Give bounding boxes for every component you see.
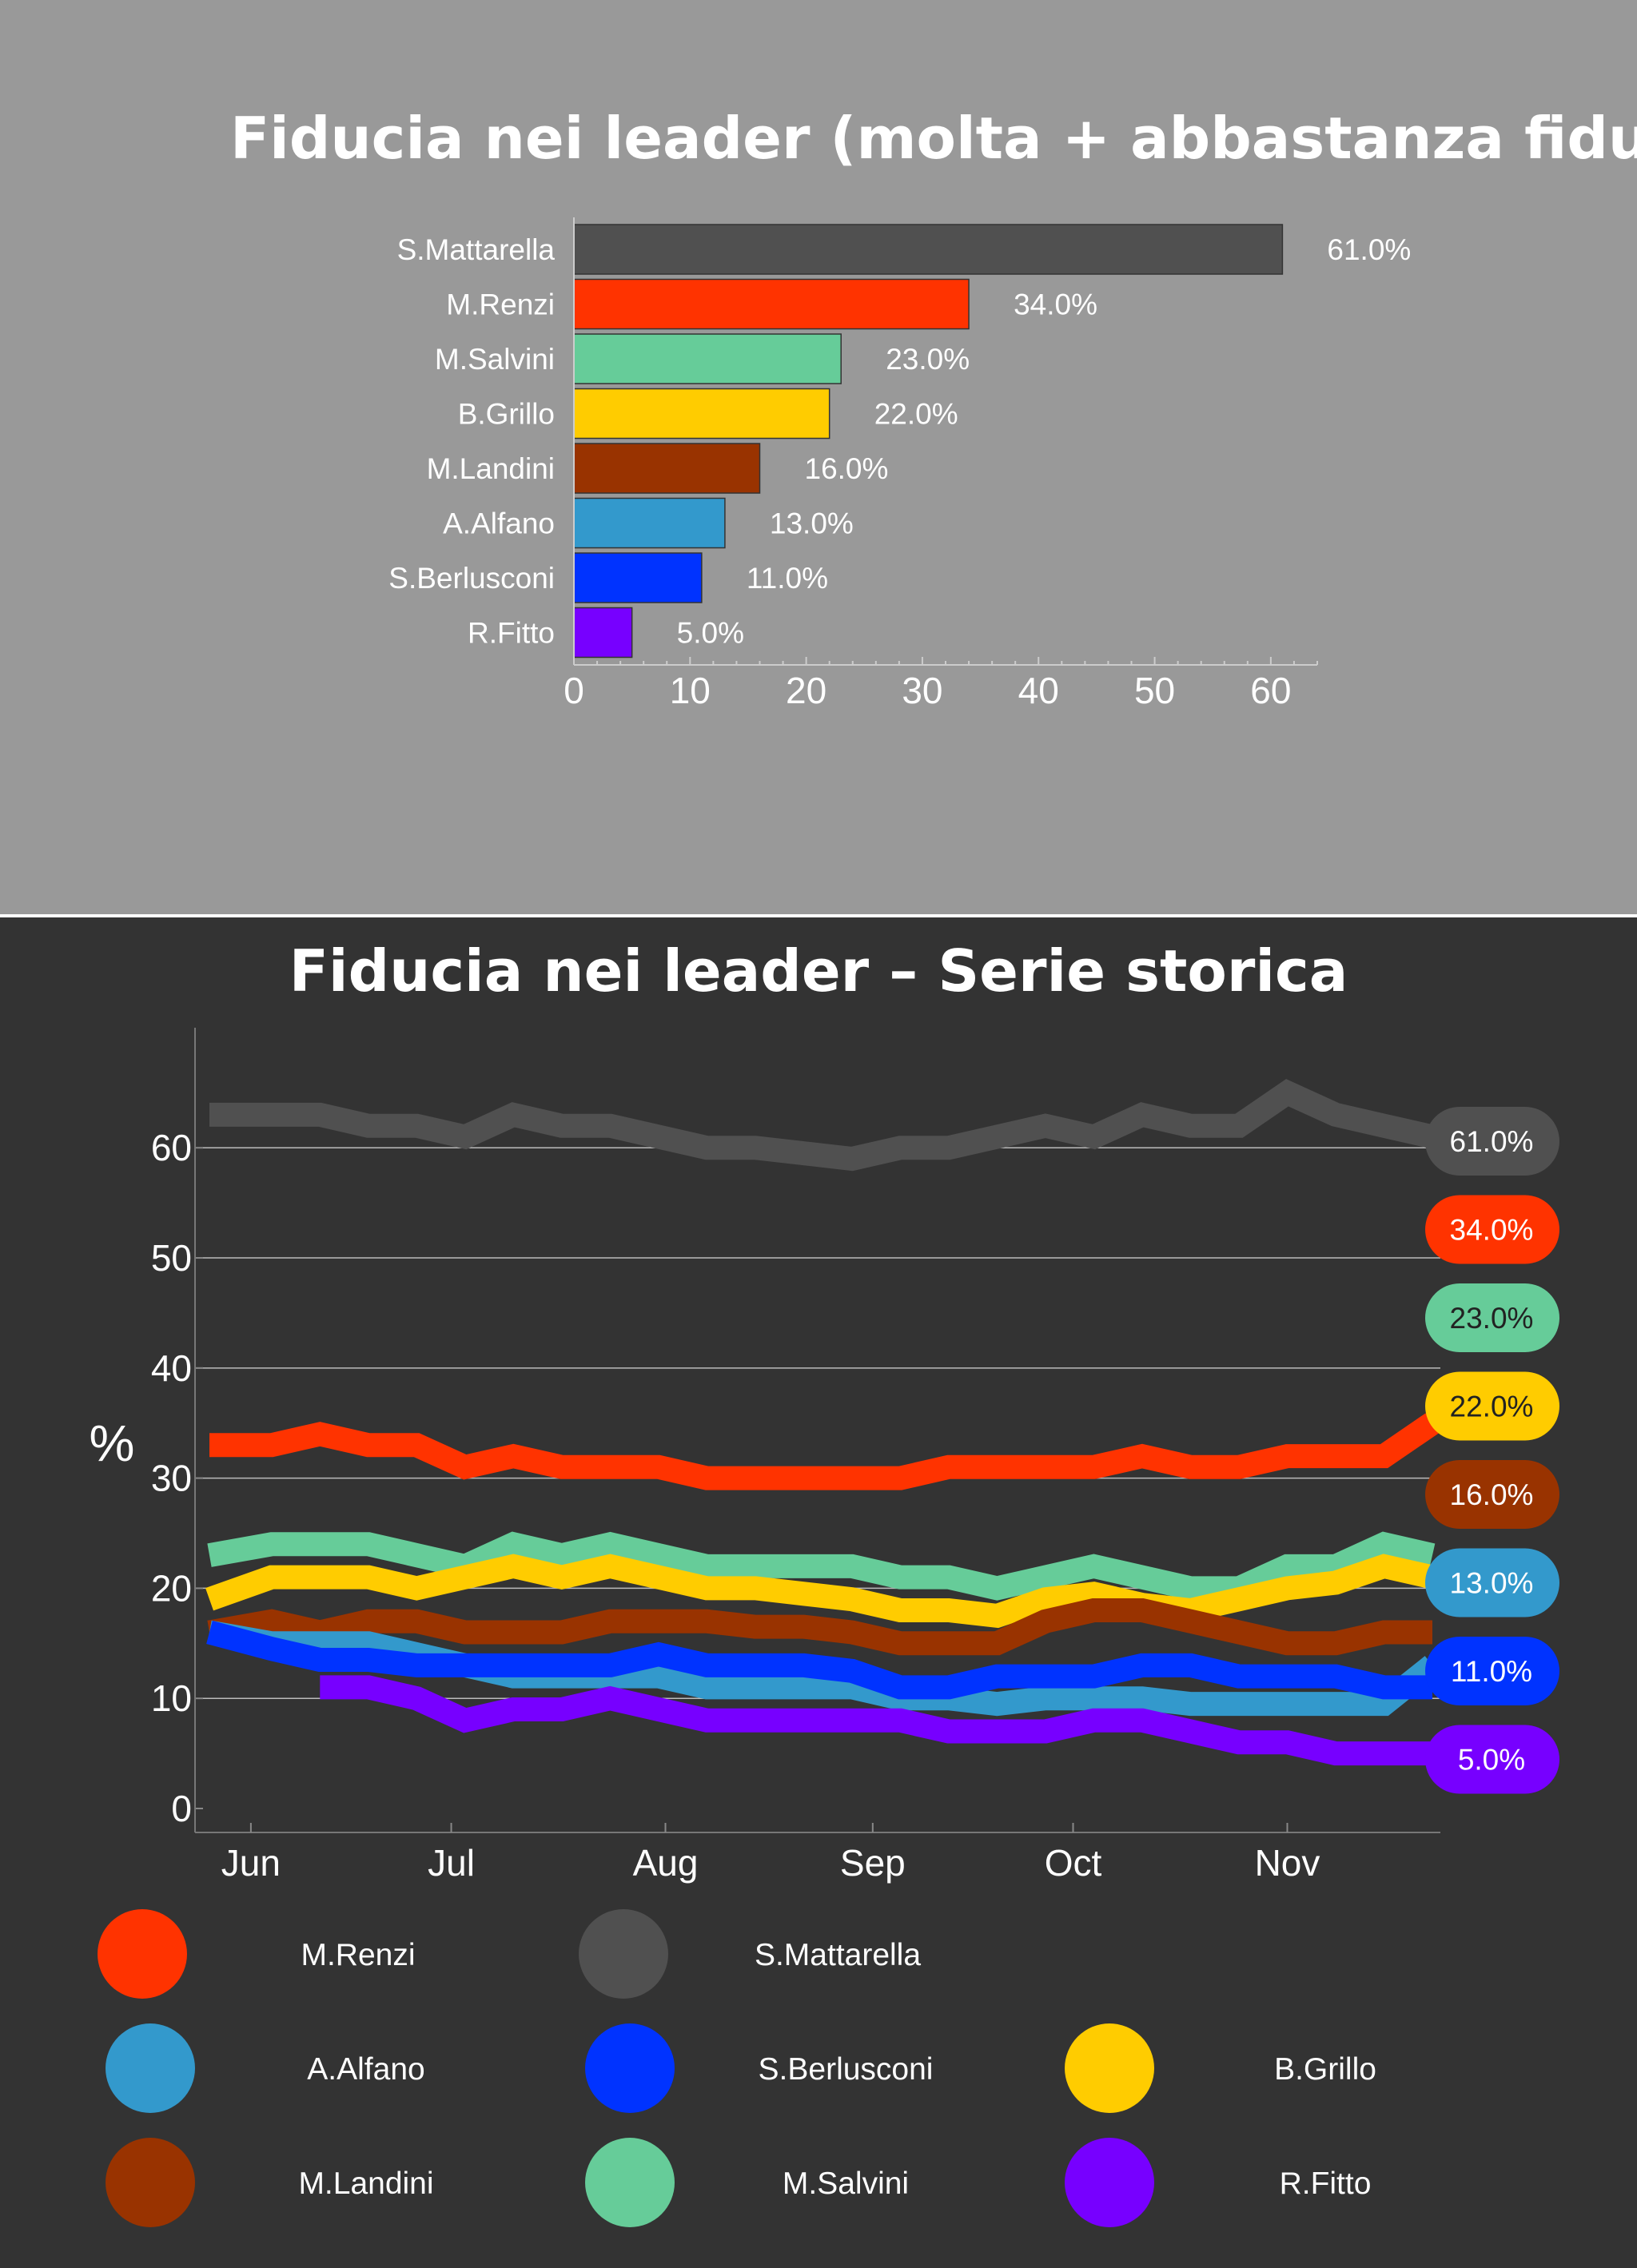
bar-category-label: S.Mattarella <box>397 233 556 266</box>
line-axes: 0 10 20 30 40 50 60 Jun Jul Aug Sep Oct Nov <box>151 1028 1440 1884</box>
y-tick-label: 20 <box>151 1567 192 1609</box>
panel-divider <box>0 914 1637 917</box>
series-line-m-landini <box>207 1598 1432 1656</box>
bar-value-label: 5.0% <box>677 617 744 650</box>
legend-swatch <box>106 2023 195 2113</box>
end-label-pill <box>1425 1725 1559 1794</box>
bar-b-grillo <box>573 388 830 440</box>
legend-label: S.Berlusconi <box>759 2052 934 2087</box>
legend: M.Renzi S.Mattarella A.Alfano S.Berlusconi B… <box>98 1909 1376 2227</box>
legend-swatch <box>585 2023 675 2113</box>
bar-value-label: 11.0% <box>747 562 828 595</box>
legend-label: B.Grillo <box>1274 2052 1376 2087</box>
legend-swatch <box>106 2138 195 2227</box>
end-label-text: 23.0% <box>1450 1302 1534 1335</box>
y-tick-label: 0 <box>171 1788 192 1829</box>
bar-m-renzi <box>573 278 970 330</box>
bar-value-label: 22.0% <box>874 398 958 431</box>
legend-label: R.Fitto <box>1280 2167 1372 2201</box>
bar-r-fitto <box>573 607 633 659</box>
bar-a-alfano <box>573 497 726 549</box>
legend-swatch <box>1065 2023 1154 2113</box>
series-line-r-fitto <box>320 1675 1432 1766</box>
series-line-s-mattarella <box>209 1079 1436 1172</box>
series-line-s-berlusconi <box>206 1621 1432 1700</box>
series-line-m-salvini <box>207 1531 1436 1601</box>
legend-swatch <box>579 1909 668 1999</box>
end-label-pill <box>1425 1283 1559 1352</box>
bar-x-tick-label: 40 <box>1018 670 1059 711</box>
bar-value-label: 61.0% <box>1327 233 1411 266</box>
y-tick-label: 50 <box>151 1237 192 1279</box>
bar-category-label: R.Fitto <box>468 617 555 650</box>
bar-category-label: B.Grillo <box>458 398 555 431</box>
legend-swatch <box>585 2138 675 2227</box>
x-tick-label: Nov <box>1255 1842 1320 1884</box>
bar-s-berlusconi <box>573 552 703 603</box>
end-label-pill <box>1425 1637 1559 1705</box>
bar-value-label: 23.0% <box>886 343 970 376</box>
bar-chart-title: Fiducia nei leader (molta + abbastanza f… <box>230 105 1637 172</box>
end-label-text: 16.0% <box>1450 1478 1534 1511</box>
bar-value-label: 13.0% <box>770 507 854 540</box>
end-labels: 61.0% 34.0% 23.0% 22.0% 16.0% 13.0% 11.0% 5.0% <box>1425 1107 1559 1794</box>
bar-m-salvini <box>573 333 842 384</box>
bar-s-mattarella <box>573 224 1284 275</box>
line-chart: Fiducia nei leader – Serie storica % 0 10… <box>90 937 1559 2227</box>
bar-category-label: A.Alfano <box>443 507 555 540</box>
x-tick-label: Aug <box>633 1842 699 1884</box>
legend-label: M.Salvini <box>783 2167 909 2201</box>
x-tick-label: Oct <box>1045 1842 1102 1884</box>
bar-chart-panel: Fiducia nei leader (molta + abbastanza f… <box>0 0 1637 914</box>
legend-swatch <box>1065 2138 1154 2227</box>
end-label-pill <box>1425 1195 1559 1264</box>
y-axis-label: % <box>90 1415 135 1472</box>
bar-category-label: M.Salvini <box>435 343 555 376</box>
bar-x-tick-label: 0 <box>564 670 584 711</box>
end-label-text: 34.0% <box>1450 1214 1534 1247</box>
bar-chart: Fiducia nei leader (molta + abbastanza f… <box>230 105 1637 711</box>
bar-category-label: M.Landini <box>427 452 555 485</box>
bar-x-tick-label: 10 <box>670 670 711 711</box>
x-tick-label: Sep <box>840 1842 906 1884</box>
legend-label: M.Renzi <box>301 1938 415 1972</box>
bar-value-label: 34.0% <box>1014 288 1097 321</box>
legend-label: M.Landini <box>298 2167 433 2201</box>
y-tick-label: 40 <box>151 1347 192 1389</box>
end-label-text: 11.0% <box>1451 1655 1532 1688</box>
bar-x-tick-label: 50 <box>1134 670 1175 711</box>
bar-x-axis: 0 10 20 30 40 50 60 <box>564 217 1318 711</box>
legend-label: A.Alfano <box>307 2052 424 2087</box>
series-line-b-grillo <box>205 1554 1436 1629</box>
end-label-pill <box>1425 1107 1559 1176</box>
line-chart-title: Fiducia nei leader – Serie storica <box>289 937 1348 1005</box>
bar-x-tick-label: 20 <box>786 670 826 711</box>
bar-category-label: S.Berlusconi <box>388 562 555 595</box>
end-label-text: 13.0% <box>1450 1567 1534 1600</box>
bar-category-label: M.Renzi <box>446 288 555 321</box>
end-label-text: 5.0% <box>1458 1744 1525 1777</box>
legend-swatch <box>98 1909 187 1999</box>
bar-marks: S.Mattarella 61.0% M.Renzi 34.0% M.Salvini 23… <box>388 224 1411 659</box>
x-tick-label: Jul <box>428 1842 475 1884</box>
bar-value-label: 16.0% <box>805 452 889 485</box>
series-line-m-renzi <box>209 1413 1440 1490</box>
y-tick-label: 60 <box>151 1127 192 1168</box>
bar-m-landini <box>573 443 761 494</box>
end-label-pill <box>1425 1548 1559 1617</box>
end-label-text: 22.0% <box>1450 1391 1534 1423</box>
bar-x-tick-label: 60 <box>1250 670 1291 711</box>
bar-x-tick-label: 30 <box>902 670 942 711</box>
end-label-pill <box>1425 1371 1559 1441</box>
legend-label: S.Mattarella <box>755 1938 921 1972</box>
x-tick-label: Jun <box>221 1842 281 1884</box>
end-label-pill <box>1425 1460 1559 1529</box>
y-tick-label: 30 <box>151 1458 192 1499</box>
line-series <box>205 1079 1440 1766</box>
y-tick-label: 10 <box>151 1677 192 1719</box>
line-chart-panel: Fiducia nei leader – Serie storica % 0 10… <box>0 917 1637 2268</box>
end-label-text: 61.0% <box>1450 1125 1534 1158</box>
